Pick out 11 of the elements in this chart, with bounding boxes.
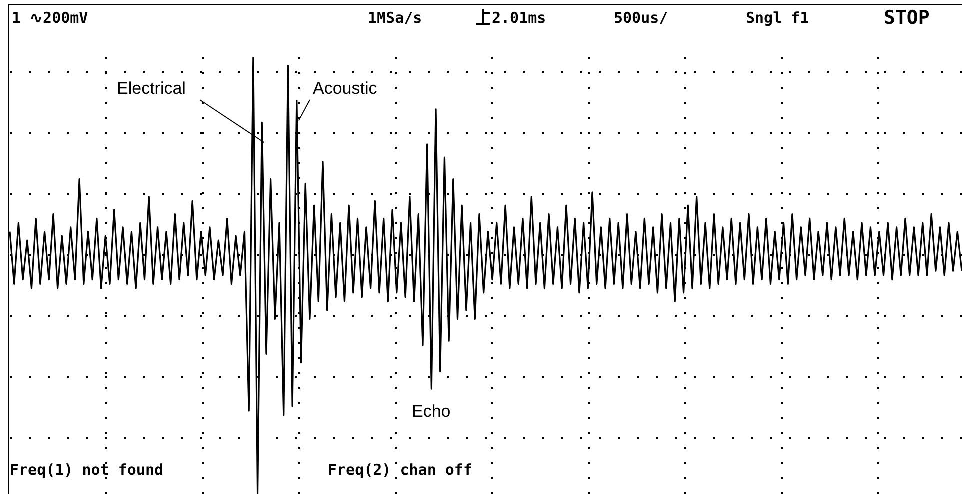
text: STOP — [884, 7, 930, 29]
annotation: Freq(2) chan off — [328, 461, 472, 479]
annotation: Echo — [412, 402, 451, 421]
text: 2.01ms — [492, 9, 546, 27]
annotation: Acoustic — [313, 79, 378, 98]
text: Sngl f1 — [746, 9, 810, 27]
text: 1 ∿200mV — [12, 9, 88, 27]
annotation: Electrical — [117, 79, 186, 98]
text: 1MSa/s — [368, 9, 422, 27]
text: 500us/ — [614, 9, 668, 27]
annotation: Freq(1) not found — [10, 461, 164, 479]
